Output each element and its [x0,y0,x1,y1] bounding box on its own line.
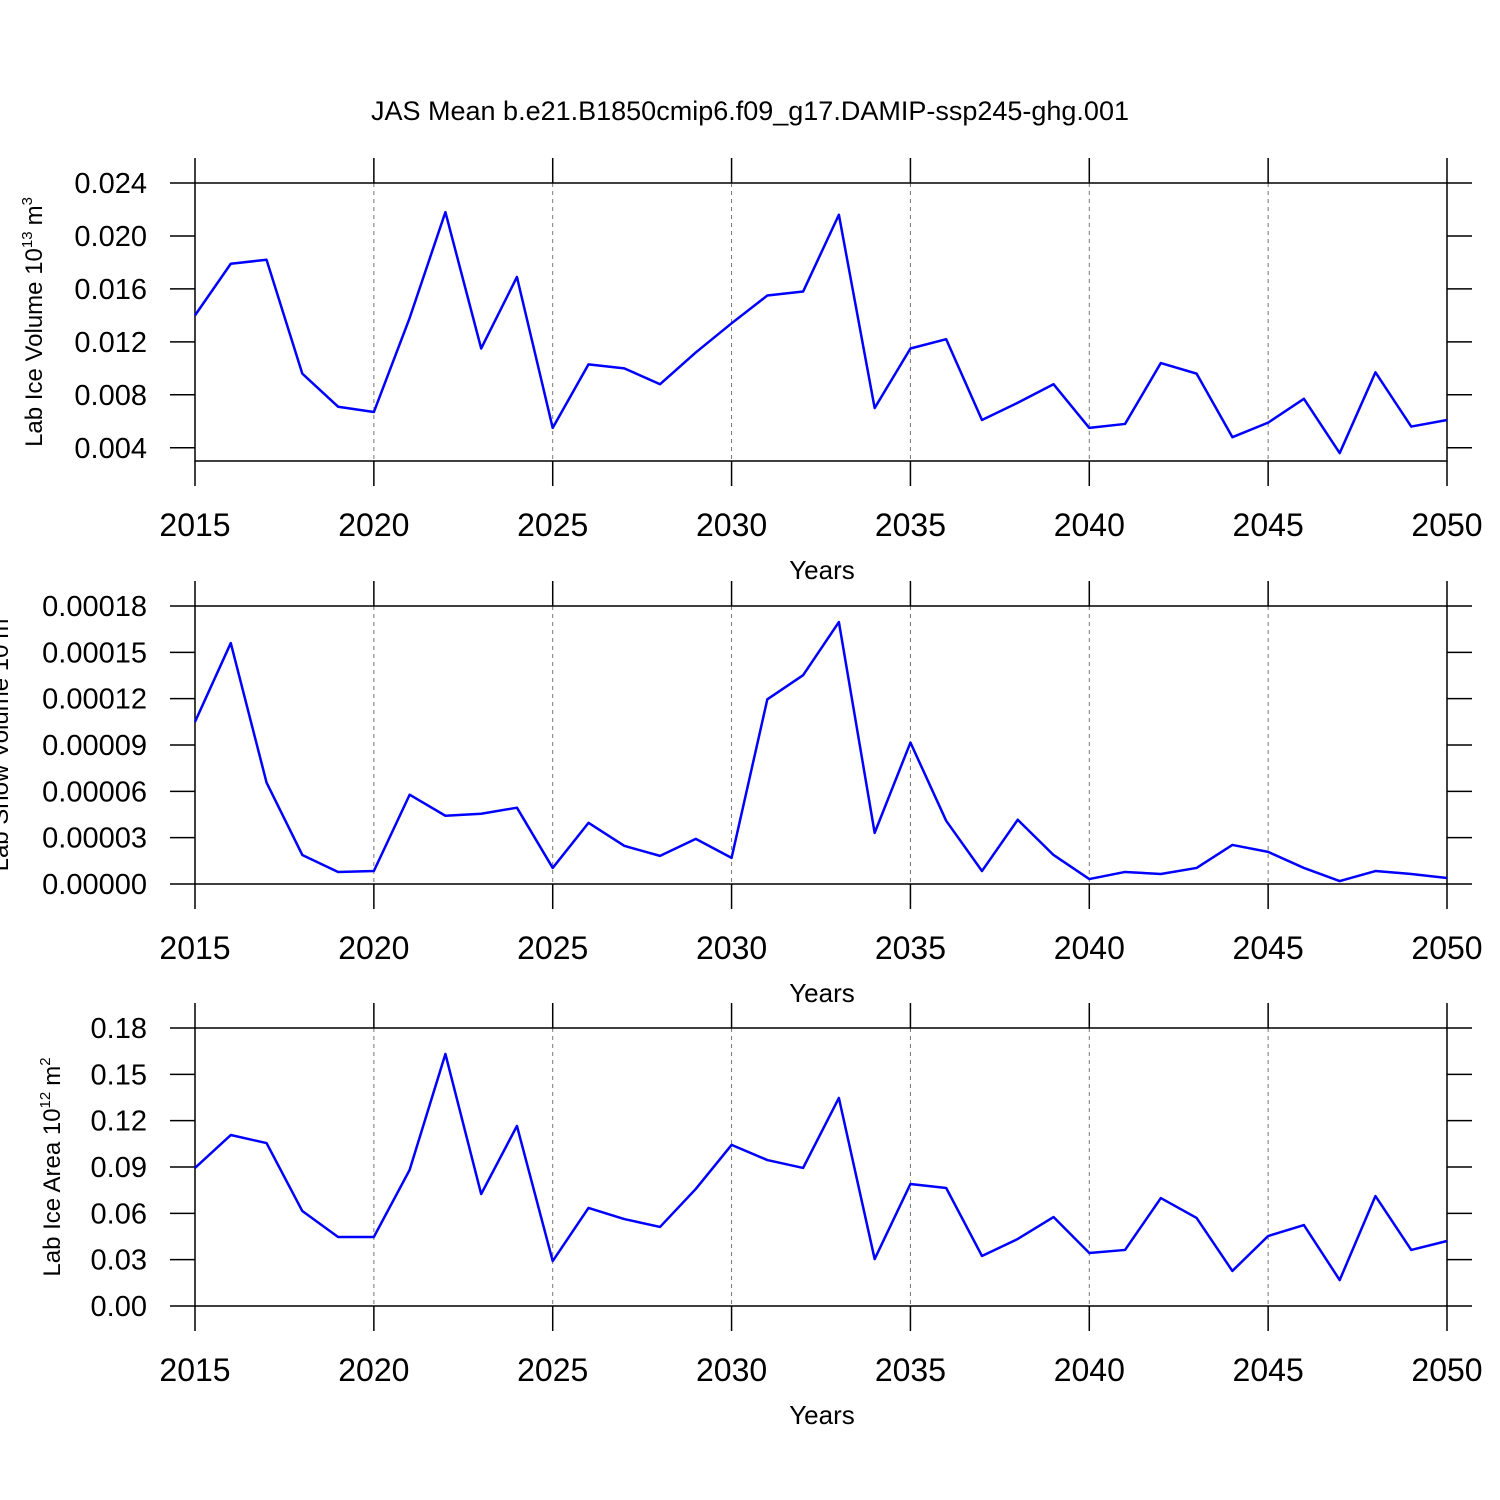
y-axis-label-text: Lab Ice Area 10 [39,1108,66,1276]
plot-frame [194,182,1448,462]
data-line [194,1052,1448,1282]
x-tick-label: 2015 [159,930,230,966]
x-axis-label: Years [789,555,855,585]
plot-frame [194,1027,1448,1307]
x-axis-label: Years [789,978,855,1008]
y-tick-label: 0.004 [74,433,147,465]
y-tick-label: 0.06 [91,1198,147,1230]
y-tick-label: 0.03 [91,1245,147,1277]
y-tick-label: 0.12 [91,1106,147,1138]
x-tick-label: 2030 [696,507,767,543]
x-tick-label: 2020 [338,1352,409,1388]
y-axis-label: Lab Ice Area 1012 m2 [37,1057,66,1276]
y-axis-label-unit: m [0,619,14,639]
y-tick-label: 0.00012 [42,684,147,716]
x-tick-label: 2020 [338,930,409,966]
y-axis-label: Lab Ice Volume 1013 m3 [19,197,48,447]
x-tick-label: 2015 [159,507,230,543]
x-tick-label: 2035 [875,1352,946,1388]
y-tick-label: 0.09 [91,1152,147,1184]
y-tick-label: 0.012 [74,327,147,359]
y-axis-label-unit-exponent: 3 [19,197,36,205]
y-axis-label-text: Lab Snow Volume 10 [0,645,14,872]
x-tick-label: 2050 [1411,1352,1482,1388]
x-tick-label: 2045 [1233,930,1304,966]
y-axis-label-text: Lab Ice Volume 10 [21,248,48,447]
x-tick-label: 2035 [875,507,946,543]
y-tick-label: 0.024 [74,168,147,200]
y-tick-label: 0.020 [74,221,147,253]
y-tick-label: 0.00018 [42,591,147,623]
x-tick-label: 2045 [1233,507,1304,543]
x-tick-label: 2025 [517,507,588,543]
y-axis-label-exponent: 13 [19,231,36,248]
data-line [193,210,1448,455]
chart-title: JAS Mean b.e21.B1850cmip6.f09_g17.DAMIP-… [371,96,1129,126]
x-tick-label: 2040 [1054,507,1125,543]
x-tick-label: 2040 [1054,1352,1125,1388]
x-tick-label: 2015 [159,1352,230,1388]
y-tick-label: 0.15 [91,1059,147,1091]
x-tick-label: 2050 [1411,507,1482,543]
y-axis-label: Lab Snow Volume 10 m [0,619,14,872]
x-tick-label: 2045 [1233,1352,1304,1388]
x-axis-label: Years [789,1400,855,1430]
y-axis-label-unit-exponent: 2 [37,1057,54,1065]
y-tick-label: 0.016 [74,274,147,306]
y-tick-label: 0.008 [74,380,147,412]
y-axis-label-exponent: 12 [37,1092,54,1109]
y-tick-label: 0.00 [91,1291,147,1323]
plot-frame [194,605,1448,885]
y-axis-label-unit: m [39,1066,66,1086]
y-tick-label: 0.00015 [42,637,147,669]
x-tick-label: 2030 [696,1352,767,1388]
y-axis-label-unit: m [21,205,48,225]
y-tick-label: 0.18 [91,1013,147,1045]
x-tick-label: 2020 [338,507,409,543]
x-tick-label: 2030 [696,930,767,966]
x-tick-label: 2035 [875,930,946,966]
y-tick-label: 0.00006 [42,776,147,808]
x-tick-label: 2040 [1054,930,1125,966]
y-tick-label: 0.00000 [42,869,147,901]
x-tick-label: 2050 [1411,930,1482,966]
data-line [193,620,1448,883]
x-tick-label: 2025 [517,930,588,966]
y-tick-label: 0.00009 [42,730,147,762]
x-tick-label: 2025 [517,1352,588,1388]
y-tick-label: 0.00003 [42,823,147,855]
